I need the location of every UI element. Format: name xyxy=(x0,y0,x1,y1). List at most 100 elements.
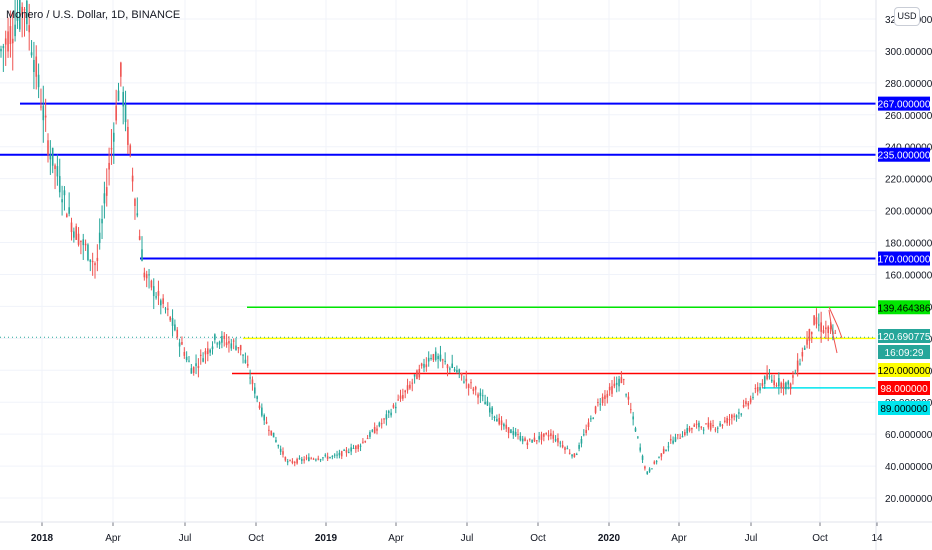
candle-body xyxy=(162,298,164,304)
candle-body xyxy=(124,104,127,123)
candle-body xyxy=(561,444,564,448)
candle-body xyxy=(134,198,136,206)
candle-body xyxy=(49,154,52,160)
candle-body xyxy=(207,348,209,355)
candle-body xyxy=(366,438,369,440)
candle-body xyxy=(286,461,289,463)
candle-body xyxy=(700,426,703,428)
candle-body xyxy=(608,386,611,391)
candle-body xyxy=(771,379,773,382)
chart-grid xyxy=(0,0,876,522)
candle-body xyxy=(716,427,719,429)
candle-body xyxy=(279,448,282,452)
candle-body xyxy=(160,300,162,306)
candle-body xyxy=(580,439,583,444)
candle-body xyxy=(524,438,526,441)
y-tick-label: 180.000000 xyxy=(885,239,932,250)
candle-body xyxy=(326,456,329,459)
candle-body xyxy=(98,232,101,243)
candle-body xyxy=(181,341,183,345)
candle-body xyxy=(451,363,453,368)
candle-body xyxy=(815,317,818,325)
candle-body xyxy=(239,345,242,351)
price-labels: 267.000000 235.000000 170.000000 139.464386… xyxy=(878,96,931,415)
candle-body xyxy=(145,274,148,279)
candle-body xyxy=(291,461,294,463)
candle-body xyxy=(479,392,482,396)
candle-body xyxy=(594,406,597,413)
candle-body xyxy=(0,48,2,52)
candle-body xyxy=(167,308,169,310)
candle-body xyxy=(113,132,115,142)
candle-body xyxy=(735,415,738,418)
candle-body xyxy=(618,378,620,387)
candle-body xyxy=(338,452,341,456)
candle-body xyxy=(615,382,618,385)
candle-body xyxy=(82,239,85,246)
candle-body xyxy=(251,379,254,385)
candle-body xyxy=(244,359,247,363)
candle-body xyxy=(380,423,383,425)
candle-body xyxy=(340,451,343,457)
candle-body xyxy=(822,330,825,333)
candle-body xyxy=(387,411,390,414)
candle-body xyxy=(157,290,160,296)
candle-body xyxy=(691,427,693,430)
candle-body xyxy=(521,438,524,442)
candle-body xyxy=(2,46,5,49)
candle-body xyxy=(554,439,557,441)
candle-body xyxy=(301,459,303,461)
candle-body xyxy=(37,74,40,88)
time-axis[interactable]: 2018 Apr Jul Oct 2019 Apr Jul Oct 2020 Apr Jul Oct 1… xyxy=(0,521,932,544)
candle-body xyxy=(199,354,202,356)
candle-body xyxy=(9,26,12,45)
candle-body xyxy=(350,447,352,452)
candle-body xyxy=(103,193,106,204)
candle-body xyxy=(392,405,395,408)
candle-body xyxy=(345,449,348,453)
candle-body xyxy=(486,401,489,406)
candle-body xyxy=(312,458,315,460)
candle-body xyxy=(496,418,498,422)
horizontal-levels[interactable] xyxy=(0,102,876,389)
candle-body xyxy=(404,390,406,393)
candle-body xyxy=(73,231,75,238)
candle-body xyxy=(120,62,122,77)
candle-body xyxy=(460,372,463,376)
candle-body xyxy=(87,244,89,261)
price-axis[interactable]: 20.00000040.00000060.00000080.000000100.… xyxy=(875,0,932,550)
candle-body xyxy=(261,407,263,416)
candle-body xyxy=(14,24,16,37)
y-tick-label: 280.000000 xyxy=(885,79,932,90)
candle-body xyxy=(44,115,47,118)
candle-body xyxy=(778,378,780,387)
candle-body xyxy=(599,403,602,405)
candle-body xyxy=(115,105,117,121)
candle-body xyxy=(329,456,331,459)
level-label: 170.000000 xyxy=(878,255,931,266)
candle-body xyxy=(538,436,540,440)
candle-body xyxy=(606,393,609,398)
candle-body xyxy=(540,434,543,440)
candle-body xyxy=(712,425,714,427)
candle-body xyxy=(223,335,226,339)
candle-body xyxy=(406,385,409,391)
candle-body xyxy=(627,396,630,400)
candle-body xyxy=(641,455,644,460)
candle-body xyxy=(216,343,218,345)
candle-body xyxy=(70,222,73,233)
candle-body xyxy=(169,316,171,321)
candle-body xyxy=(792,375,794,378)
candle-body xyxy=(322,457,324,459)
candle-body xyxy=(258,405,261,409)
x-tick-label: Oct xyxy=(530,533,546,544)
trend-drawing[interactable] xyxy=(828,306,843,354)
currency-button[interactable]: USD xyxy=(894,7,920,26)
level-label-bg xyxy=(878,401,930,415)
candle-body xyxy=(152,286,155,297)
level-label-bg xyxy=(878,147,930,162)
candle-body xyxy=(630,409,632,411)
candle-body xyxy=(21,6,23,15)
candle-body xyxy=(449,368,451,370)
